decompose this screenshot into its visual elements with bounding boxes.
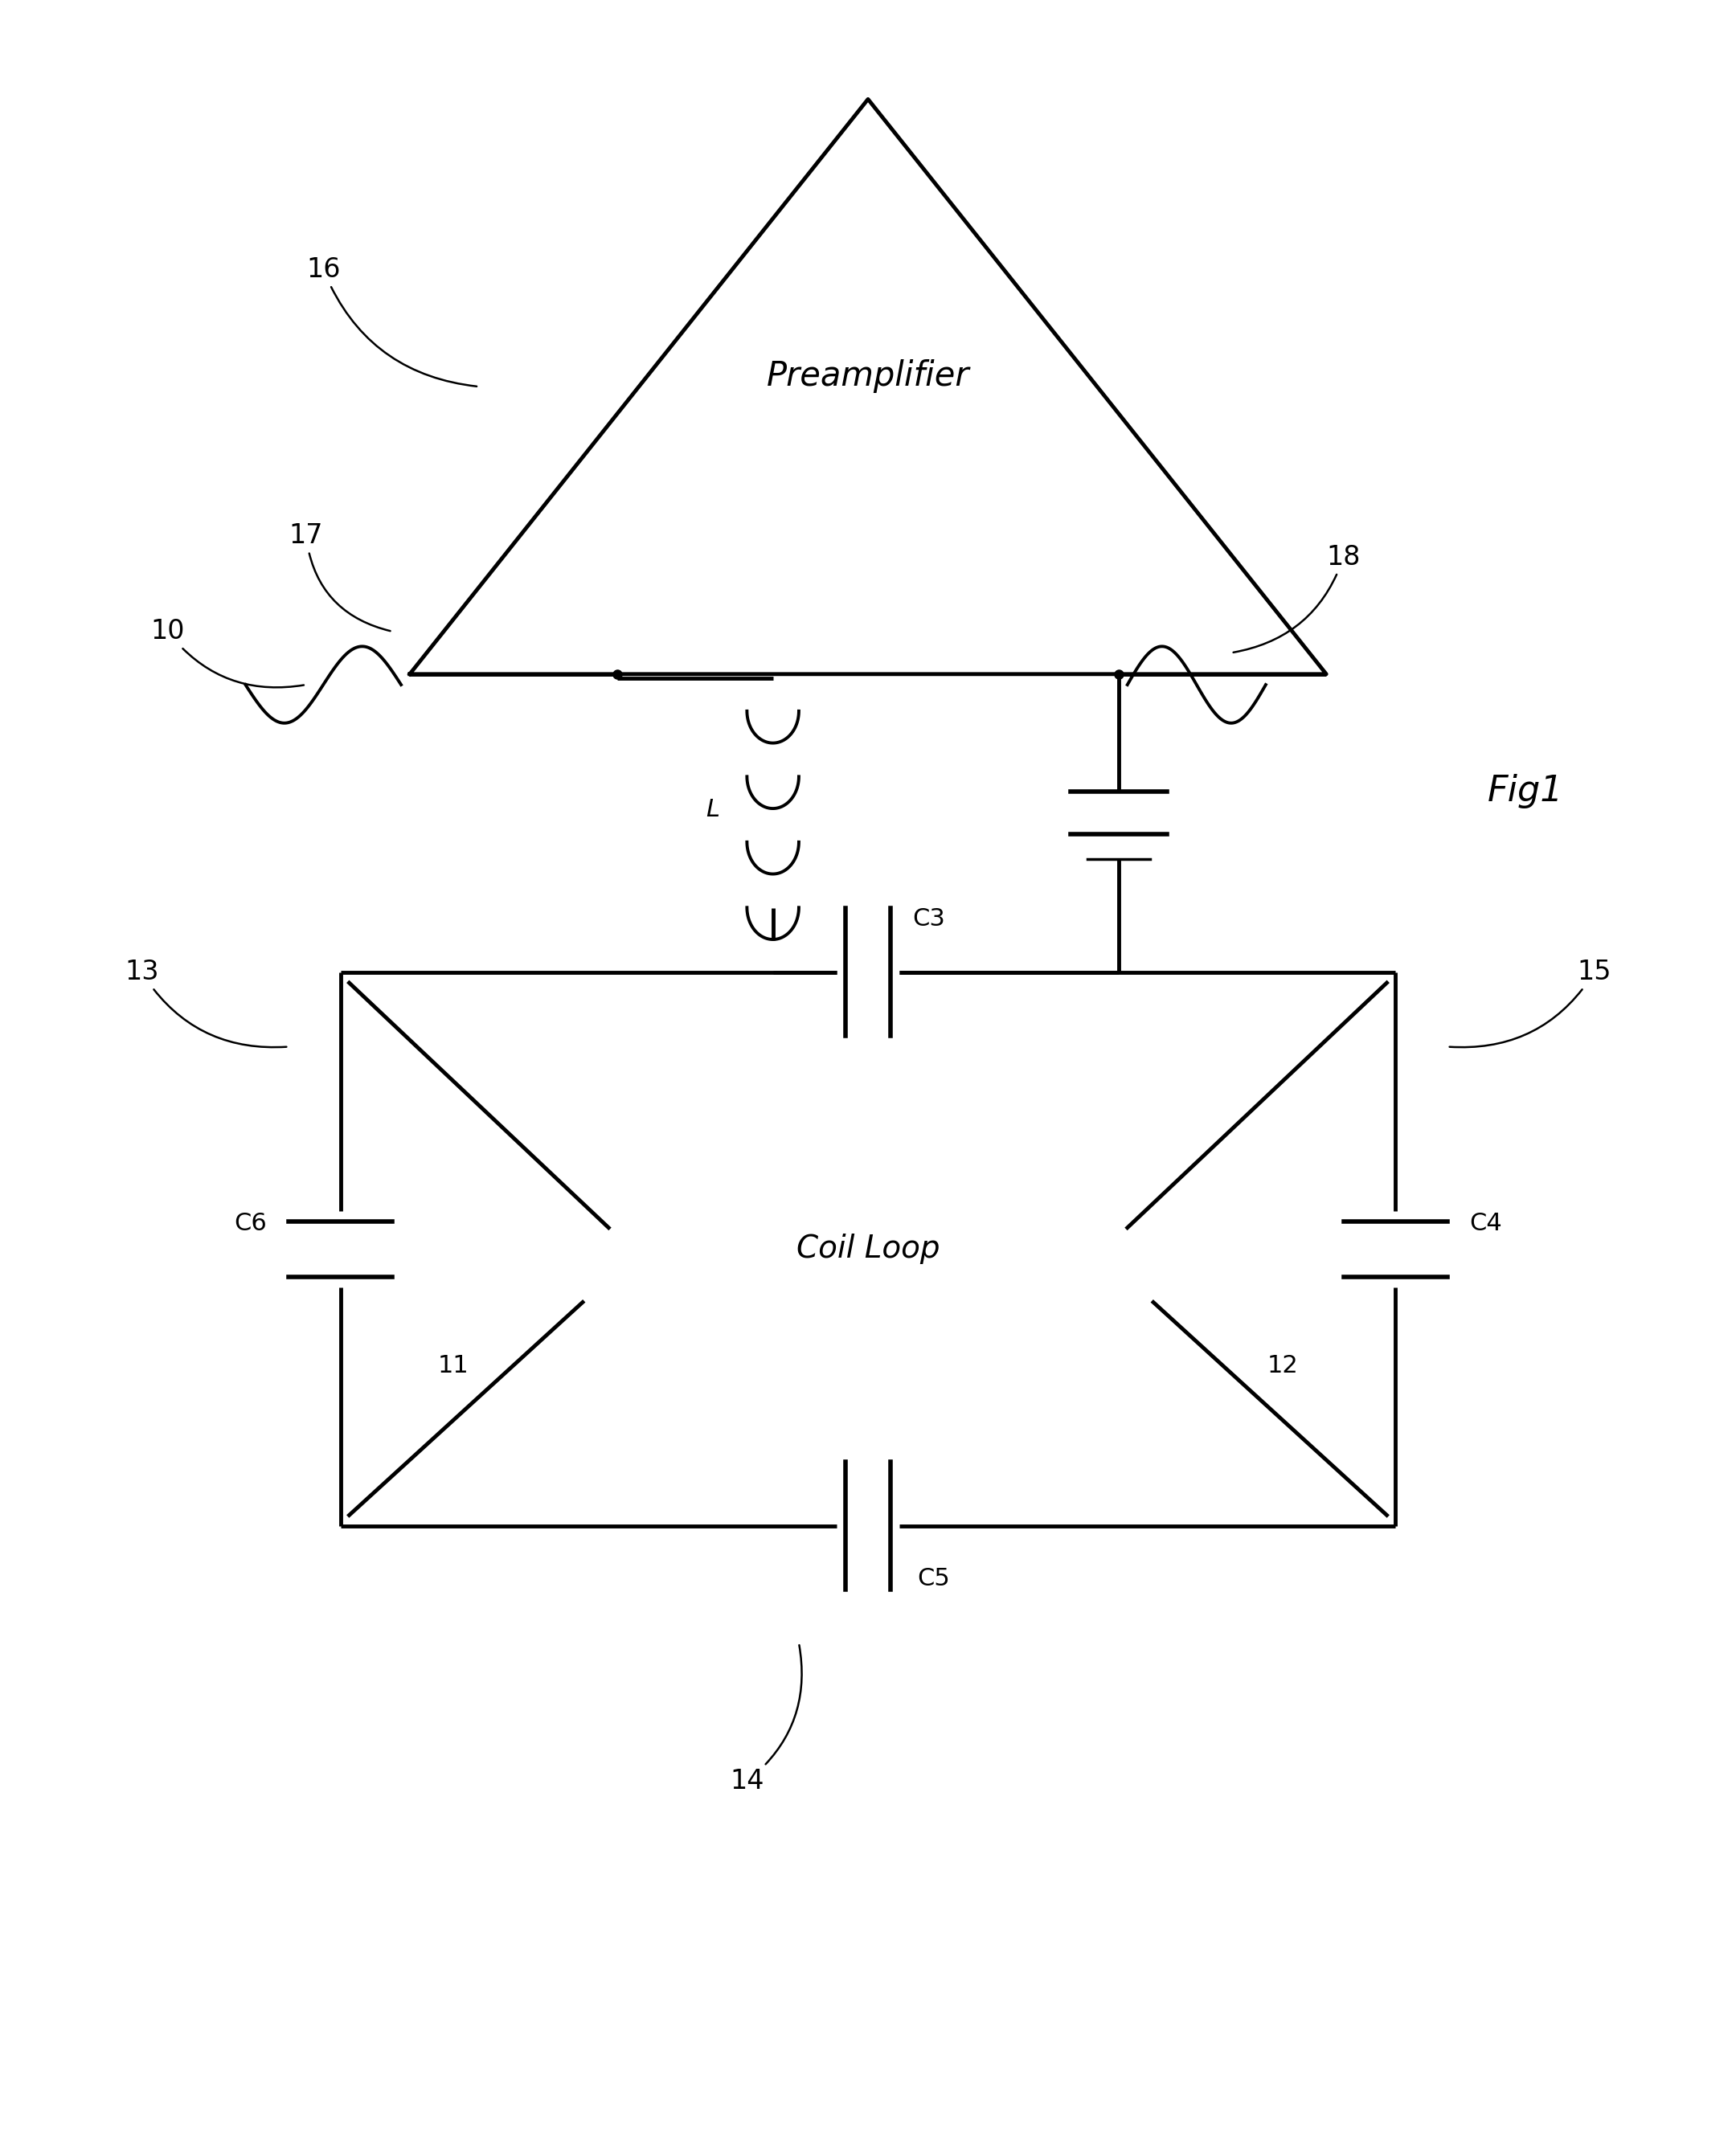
Text: 14: 14 <box>729 1645 802 1794</box>
Text: C6: C6 <box>234 1211 267 1235</box>
Text: 11: 11 <box>437 1354 469 1378</box>
Text: L: L <box>705 797 719 820</box>
Text: 17: 17 <box>288 523 391 630</box>
Text: 15: 15 <box>1450 959 1611 1047</box>
Text: 10: 10 <box>151 617 304 688</box>
Text: 12: 12 <box>1267 1354 1299 1378</box>
Text: Coil Loop: Coil Loop <box>797 1235 939 1265</box>
Text: Preamplifier: Preamplifier <box>767 359 969 393</box>
Text: C3: C3 <box>911 908 944 931</box>
Text: 13: 13 <box>125 959 286 1047</box>
Text: 18: 18 <box>1233 545 1361 651</box>
Text: Fig1: Fig1 <box>1488 773 1562 807</box>
Text: C5: C5 <box>917 1568 950 1591</box>
Text: 16: 16 <box>306 256 477 387</box>
Text: C4: C4 <box>1469 1211 1502 1235</box>
